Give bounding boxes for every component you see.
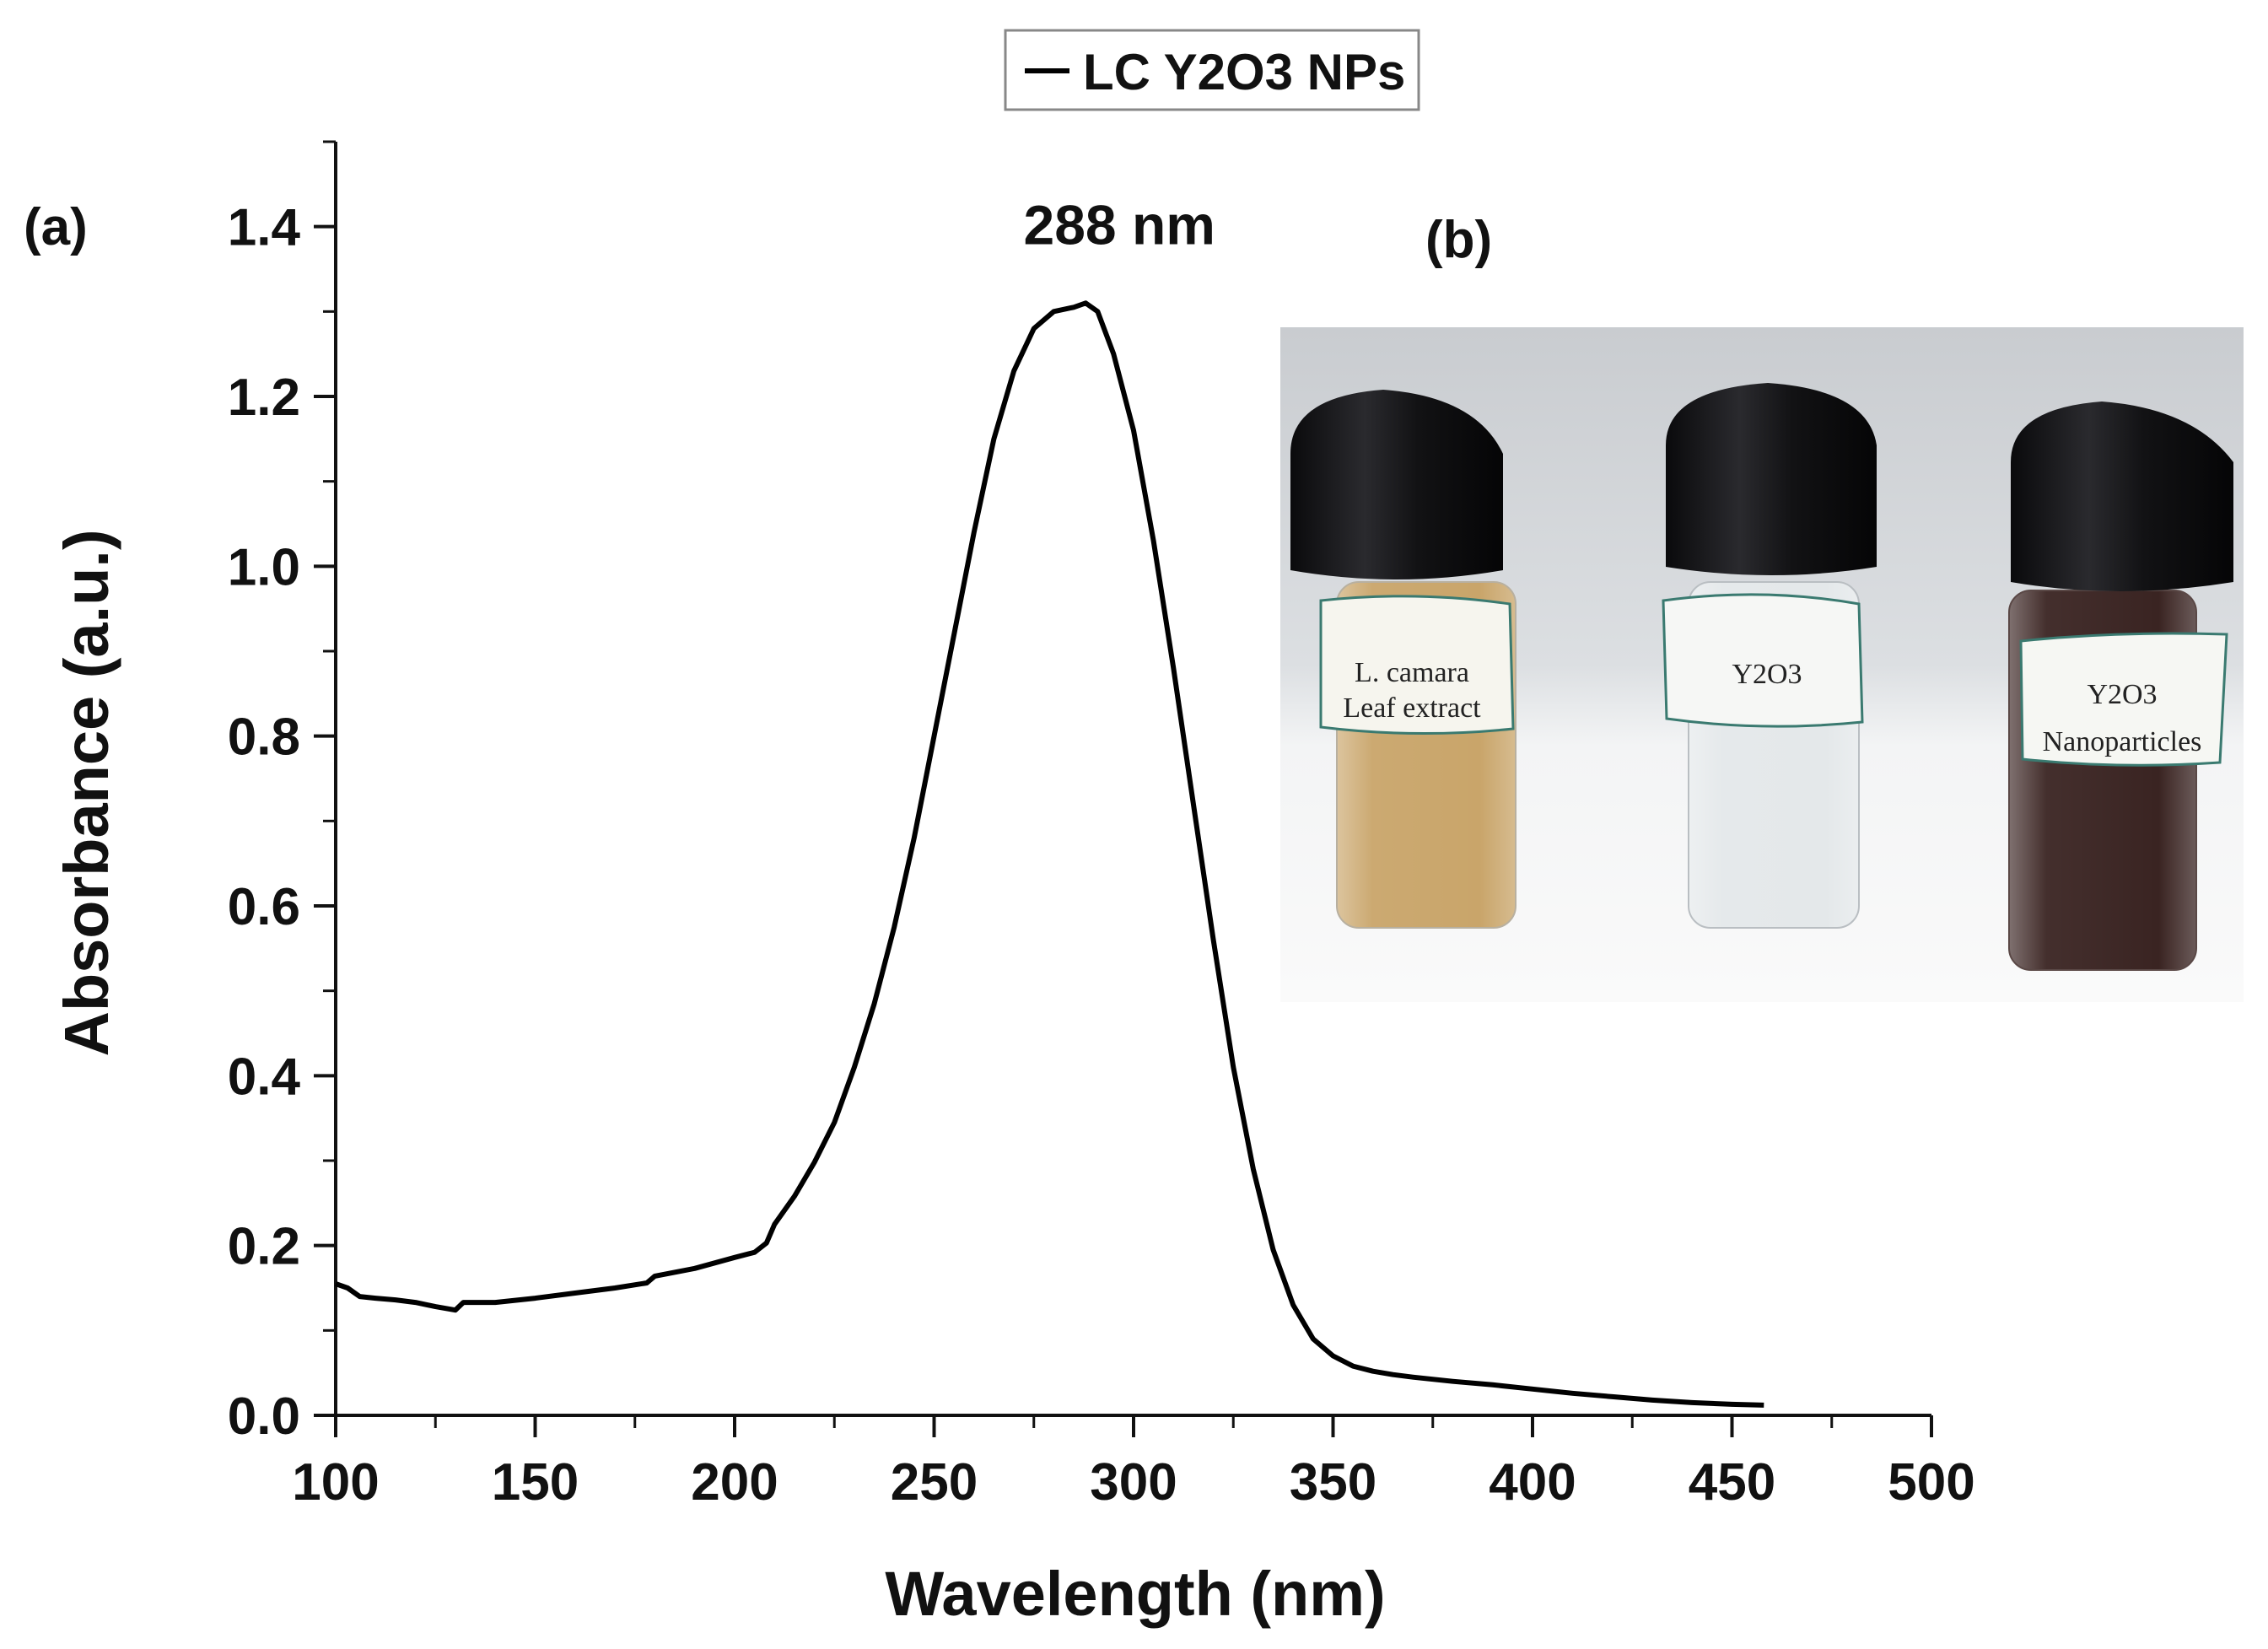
vial-leaf-extract: L. camara Leaf extract bbox=[1290, 390, 1516, 929]
vial-label-paper bbox=[1662, 593, 1864, 728]
x-tick-label: 250 bbox=[891, 1453, 978, 1512]
x-tick-label: 200 bbox=[691, 1453, 778, 1512]
vial-cap bbox=[1290, 390, 1503, 579]
y-tick-label: 0.6 bbox=[228, 878, 300, 936]
x-tick-label: 500 bbox=[1888, 1453, 1974, 1512]
series-line-lc-y2o3 bbox=[335, 300, 1764, 1408]
vial-label-line2: Leaf extract bbox=[1343, 692, 1481, 724]
y-tick-label: 0.4 bbox=[228, 1048, 301, 1106]
vial-label-line1: Y2O3 bbox=[2087, 679, 2157, 710]
x-tick-label: 450 bbox=[1689, 1453, 1775, 1512]
vial-cap bbox=[1666, 383, 1877, 575]
y-tick-label: 0.2 bbox=[228, 1218, 300, 1276]
y-tick-label: 1.4 bbox=[228, 199, 301, 257]
legend: LC Y2O3 NPs bbox=[1004, 29, 1420, 111]
legend-box bbox=[1004, 29, 1420, 111]
vial-label-line1: L. camara bbox=[1355, 657, 1469, 688]
peak-annotation: 288 nm bbox=[1024, 193, 1215, 256]
y-tick-label: 1.0 bbox=[228, 538, 300, 596]
y-tick-label: 1.2 bbox=[228, 369, 300, 427]
vial-label-paper bbox=[2019, 632, 2228, 767]
panel-label-a: (a) bbox=[24, 198, 88, 256]
vial-label-paper bbox=[1319, 595, 1515, 736]
x-tick-label: 300 bbox=[1090, 1453, 1177, 1512]
vial-label-line2: Nanoparticles bbox=[2043, 726, 2202, 757]
x-tick-label: 400 bbox=[1489, 1453, 1576, 1512]
x-tick-label: 100 bbox=[292, 1453, 379, 1512]
x-axis-label: Wavelength (nm) bbox=[885, 1559, 1385, 1629]
y-tick-label: 0.8 bbox=[228, 709, 300, 767]
vial-label-line1: Y2O3 bbox=[1732, 659, 1802, 690]
vial-y2o3-nanoparticles: Y2O3 Nanoparticles bbox=[2008, 401, 2233, 971]
vial-cap bbox=[2011, 401, 2233, 591]
legend-label: LC Y2O3 NPs bbox=[1083, 44, 1405, 100]
vial-y2o3: Y2O3 bbox=[1662, 383, 1877, 929]
panel-label-b: (b) bbox=[1425, 211, 1492, 269]
ticks bbox=[314, 140, 1933, 1437]
vial-photo-inset: L. camara Leaf extract Y2O3 Y2O3 Nanopar… bbox=[1280, 327, 2244, 1002]
y-tick-label: 0.0 bbox=[228, 1388, 300, 1446]
x-tick-label: 150 bbox=[492, 1453, 579, 1512]
tick-labels: 100 150 200 250 300 350 400 450 500 0.0 0.2 0.4 0.6 0… bbox=[228, 199, 1975, 1512]
x-tick-label: 350 bbox=[1290, 1453, 1376, 1512]
y-axis-label: Absorbance (a.u.) bbox=[51, 530, 121, 1057]
